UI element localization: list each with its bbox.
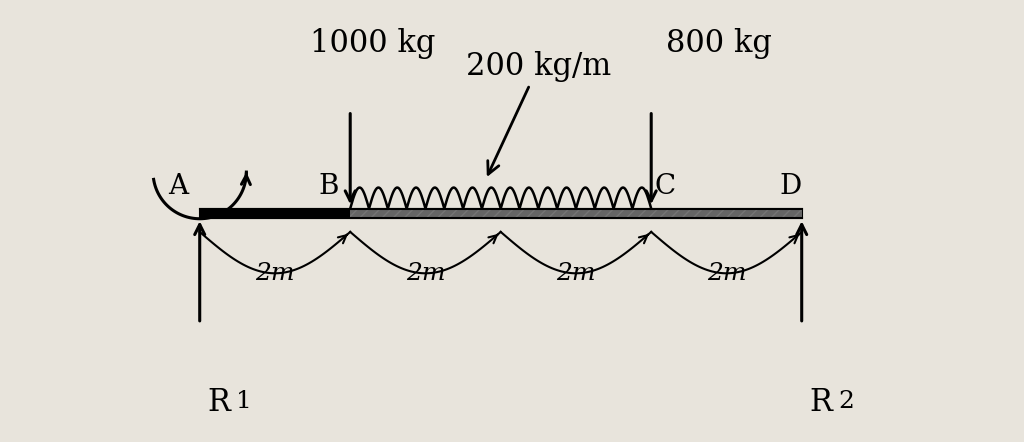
Text: 200 kg/m: 200 kg/m (466, 51, 611, 174)
Text: A: A (169, 172, 188, 199)
Text: 2m: 2m (707, 263, 746, 286)
Text: B: B (318, 172, 339, 199)
Text: 1000 kg: 1000 kg (310, 28, 435, 59)
Text: 2m: 2m (255, 263, 295, 286)
Text: 2m: 2m (556, 263, 596, 286)
Text: D: D (779, 172, 802, 199)
Text: 2m: 2m (406, 263, 445, 286)
Text: C: C (654, 172, 675, 199)
Bar (200, 209, 802, 218)
Text: 800 kg: 800 kg (666, 28, 772, 59)
Bar (350, 209, 802, 218)
Text: R: R (809, 387, 833, 418)
Text: R: R (207, 387, 230, 418)
Text: 2: 2 (838, 390, 854, 413)
Text: 1: 1 (236, 390, 252, 413)
